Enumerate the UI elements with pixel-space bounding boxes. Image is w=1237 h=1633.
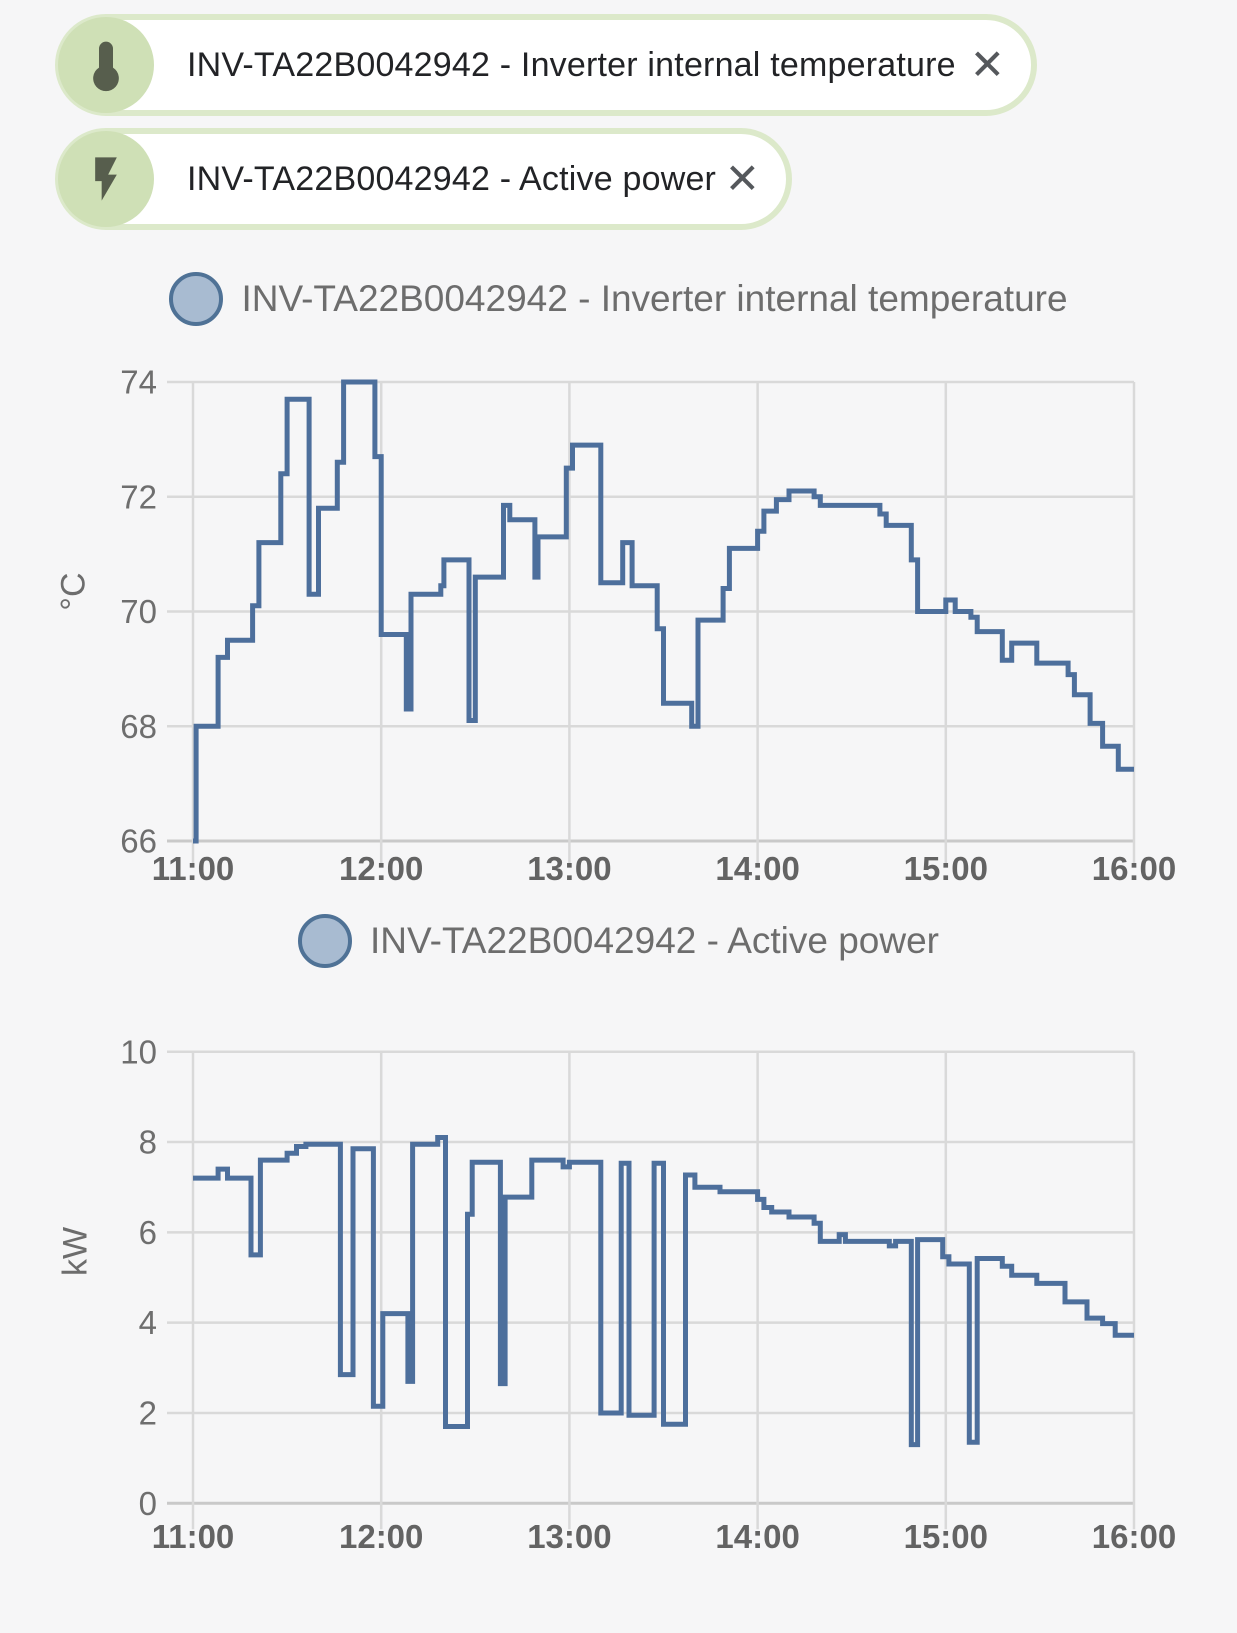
legend-marker-icon [297,914,352,968]
chip-label-active-power: INV-TA22B0042942 - Active power [187,159,717,198]
x-tick-label: 13:00 [527,850,611,887]
x-tick-label: 16:00 [1092,850,1176,887]
y-tick-label: 70 [120,593,157,630]
y-tick-label: 66 [120,823,157,860]
thermometer-icon [58,17,154,113]
x-tick-label: 16:00 [1092,1518,1176,1555]
y-tick-label: 4 [139,1304,157,1341]
chart-title-text: INV-TA22B0042942 - Active power [369,920,940,961]
x-tick-label: 12:00 [339,1518,423,1555]
grid [167,1050,1136,1530]
x-tick-label: 13:00 [527,1518,611,1555]
y-tick-label: 74 [120,364,157,401]
x-tick-label: 14:00 [715,850,799,887]
chip-close-button[interactable]: ✕ [724,154,760,203]
x-tick-label: 11:00 [152,850,235,887]
axis-tick-labels: 0 2 4 6 8 10 11:00 12:00 13:00 14:00 15:00 16:00 [120,1033,1176,1555]
chip-close-button[interactable]: ✕ [969,40,1005,89]
chip-label-temperature: INV-TA22B0042942 - Inverter internal tem… [187,45,956,84]
x-tick-label: 15:00 [904,850,988,887]
y-tick-label: 0 [139,1485,157,1522]
series-path [193,379,1134,844]
series-path [193,1135,1134,1448]
y-tick-label: 10 [120,1033,157,1070]
series-chip-temperature[interactable]: INV-TA22B0042942 - Inverter internal tem… [55,14,1037,116]
lightning-bolt-icon [58,131,154,227]
axis-tick-labels: 66 68 70 72 74 11:00 12:00 13:00 14:00 15:00 16:00 [120,364,1176,887]
y-tick-label: 72 [120,478,157,515]
y-tick-label: 68 [120,708,157,745]
legend-marker-icon [169,272,224,326]
y-tick-label: 8 [139,1124,157,1161]
y-tick-label: 2 [139,1395,157,1432]
x-tick-label: 14:00 [715,1518,799,1555]
active-power-chart-title: INV-TA22B0042942 - Active power [0,914,1237,968]
y-tick-label: 6 [139,1214,157,1251]
temperature-chart-title: INV-TA22B0042942 - Inverter internal tem… [0,272,1237,326]
x-tick-label: 11:00 [152,1518,235,1555]
active-power-chart[interactable]: 0 2 4 6 8 10 11:00 12:00 13:00 14:00 15:00 16:00 [0,1000,1237,1633]
chart-title-text: INV-TA22B0042942 - Inverter internal tem… [241,278,1068,319]
temperature-chart[interactable]: 66 68 70 72 74 11:00 12:00 13:00 14:00 15:00 16:00 [0,340,1237,910]
x-tick-label: 12:00 [339,850,423,887]
grid [167,380,1136,867]
series-chip-active-power[interactable]: INV-TA22B0042942 - Active power ✕ [55,128,792,230]
x-tick-label: 15:00 [904,1518,988,1555]
